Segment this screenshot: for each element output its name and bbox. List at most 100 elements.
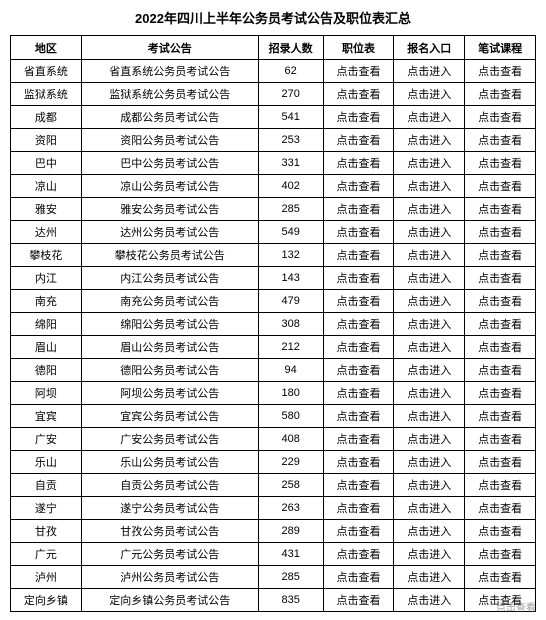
cell-entry-link[interactable]: 点击进入 <box>394 497 465 520</box>
cell-course-link[interactable]: 点击查看 <box>465 175 536 198</box>
cell-course-link[interactable]: 点击查看 <box>465 290 536 313</box>
cell-region: 凉山 <box>11 175 82 198</box>
cell-course-link[interactable]: 点击查看 <box>465 405 536 428</box>
cell-notice-link[interactable]: 眉山公务员考试公告 <box>81 336 258 359</box>
cell-entry-link[interactable]: 点击进入 <box>394 290 465 313</box>
cell-notice-link[interactable]: 资阳公务员考试公告 <box>81 129 258 152</box>
cell-position-link[interactable]: 点击查看 <box>323 313 394 336</box>
cell-notice-link[interactable]: 绵阳公务员考试公告 <box>81 313 258 336</box>
cell-position-link[interactable]: 点击查看 <box>323 405 394 428</box>
cell-notice-link[interactable]: 内江公务员考试公告 <box>81 267 258 290</box>
cell-course-link[interactable]: 点击查看 <box>465 336 536 359</box>
cell-entry-link[interactable]: 点击进入 <box>394 566 465 589</box>
cell-entry-link[interactable]: 点击进入 <box>394 543 465 566</box>
cell-position-link[interactable]: 点击查看 <box>323 83 394 106</box>
cell-entry-link[interactable]: 点击进入 <box>394 198 465 221</box>
cell-notice-link[interactable]: 省直系统公务员考试公告 <box>81 60 258 83</box>
cell-position-link[interactable]: 点击查看 <box>323 336 394 359</box>
cell-entry-link[interactable]: 点击进入 <box>394 106 465 129</box>
cell-notice-link[interactable]: 达州公务员考试公告 <box>81 221 258 244</box>
cell-course-link[interactable]: 点击查看 <box>465 382 536 405</box>
cell-notice-link[interactable]: 监狱系统公务员考试公告 <box>81 83 258 106</box>
cell-entry-link[interactable]: 点击进入 <box>394 175 465 198</box>
cell-course-link[interactable]: 点击查看 <box>465 244 536 267</box>
cell-course-link[interactable]: 点击查看 <box>465 359 536 382</box>
cell-count: 331 <box>258 152 323 175</box>
cell-position-link[interactable]: 点击查看 <box>323 474 394 497</box>
cell-entry-link[interactable]: 点击进入 <box>394 451 465 474</box>
cell-entry-link[interactable]: 点击进入 <box>394 428 465 451</box>
cell-region: 雅安 <box>11 198 82 221</box>
cell-position-link[interactable]: 点击查看 <box>323 152 394 175</box>
cell-notice-link[interactable]: 定向乡镇公务员考试公告 <box>81 589 258 612</box>
cell-course-link[interactable]: 点击查看 <box>465 198 536 221</box>
cell-course-link[interactable]: 点击查看 <box>465 428 536 451</box>
cell-position-link[interactable]: 点击查看 <box>323 175 394 198</box>
cell-notice-link[interactable]: 巴中公务员考试公告 <box>81 152 258 175</box>
cell-notice-link[interactable]: 成都公务员考试公告 <box>81 106 258 129</box>
cell-course-link[interactable]: 点击查看 <box>465 106 536 129</box>
cell-entry-link[interactable]: 点击进入 <box>394 359 465 382</box>
cell-course-link[interactable]: 点击查看 <box>465 267 536 290</box>
cell-entry-link[interactable]: 点击进入 <box>394 152 465 175</box>
cell-position-link[interactable]: 点击查看 <box>323 290 394 313</box>
cell-notice-link[interactable]: 雅安公务员考试公告 <box>81 198 258 221</box>
cell-position-link[interactable]: 点击查看 <box>323 451 394 474</box>
cell-course-link[interactable]: 点击查看 <box>465 520 536 543</box>
cell-notice-link[interactable]: 德阳公务员考试公告 <box>81 359 258 382</box>
cell-position-link[interactable]: 点击查看 <box>323 267 394 290</box>
cell-notice-link[interactable]: 泸州公务员考试公告 <box>81 566 258 589</box>
cell-notice-link[interactable]: 自贡公务员考试公告 <box>81 474 258 497</box>
cell-course-link[interactable]: 点击查看 <box>465 589 536 612</box>
cell-course-link[interactable]: 点击查看 <box>465 313 536 336</box>
cell-course-link[interactable]: 点击查看 <box>465 566 536 589</box>
cell-position-link[interactable]: 点击查看 <box>323 198 394 221</box>
cell-position-link[interactable]: 点击查看 <box>323 129 394 152</box>
cell-course-link[interactable]: 点击查看 <box>465 451 536 474</box>
cell-entry-link[interactable]: 点击进入 <box>394 474 465 497</box>
cell-entry-link[interactable]: 点击进入 <box>394 267 465 290</box>
cell-notice-link[interactable]: 南充公务员考试公告 <box>81 290 258 313</box>
cell-position-link[interactable]: 点击查看 <box>323 428 394 451</box>
cell-position-link[interactable]: 点击查看 <box>323 106 394 129</box>
cell-entry-link[interactable]: 点击进入 <box>394 520 465 543</box>
cell-notice-link[interactable]: 甘孜公务员考试公告 <box>81 520 258 543</box>
cell-entry-link[interactable]: 点击进入 <box>394 589 465 612</box>
cell-entry-link[interactable]: 点击进入 <box>394 60 465 83</box>
cell-course-link[interactable]: 点击查看 <box>465 497 536 520</box>
cell-entry-link[interactable]: 点击进入 <box>394 405 465 428</box>
cell-position-link[interactable]: 点击查看 <box>323 221 394 244</box>
cell-position-link[interactable]: 点击查看 <box>323 382 394 405</box>
cell-entry-link[interactable]: 点击进入 <box>394 244 465 267</box>
cell-position-link[interactable]: 点击查看 <box>323 566 394 589</box>
cell-notice-link[interactable]: 遂宁公务员考试公告 <box>81 497 258 520</box>
cell-position-link[interactable]: 点击查看 <box>323 589 394 612</box>
cell-course-link[interactable]: 点击查看 <box>465 221 536 244</box>
cell-entry-link[interactable]: 点击进入 <box>394 83 465 106</box>
cell-position-link[interactable]: 点击查看 <box>323 543 394 566</box>
cell-position-link[interactable]: 点击查看 <box>323 60 394 83</box>
cell-entry-link[interactable]: 点击进入 <box>394 382 465 405</box>
cell-entry-link[interactable]: 点击进入 <box>394 336 465 359</box>
cell-course-link[interactable]: 点击查看 <box>465 60 536 83</box>
cell-notice-link[interactable]: 广元公务员考试公告 <box>81 543 258 566</box>
cell-notice-link[interactable]: 阿坝公务员考试公告 <box>81 382 258 405</box>
cell-notice-link[interactable]: 宜宾公务员考试公告 <box>81 405 258 428</box>
cell-entry-link[interactable]: 点击进入 <box>394 129 465 152</box>
cell-notice-link[interactable]: 攀枝花公务员考试公告 <box>81 244 258 267</box>
cell-entry-link[interactable]: 点击进入 <box>394 221 465 244</box>
cell-position-link[interactable]: 点击查看 <box>323 359 394 382</box>
cell-position-link[interactable]: 点击查看 <box>323 520 394 543</box>
cell-notice-link[interactable]: 乐山公务员考试公告 <box>81 451 258 474</box>
cell-notice-link[interactable]: 凉山公务员考试公告 <box>81 175 258 198</box>
cell-course-link[interactable]: 点击查看 <box>465 152 536 175</box>
cell-entry-link[interactable]: 点击进入 <box>394 313 465 336</box>
cell-notice-link[interactable]: 广安公务员考试公告 <box>81 428 258 451</box>
cell-course-link[interactable]: 点击查看 <box>465 543 536 566</box>
cell-course-link[interactable]: 点击查看 <box>465 83 536 106</box>
cell-position-link[interactable]: 点击查看 <box>323 244 394 267</box>
cell-course-link[interactable]: 点击查看 <box>465 474 536 497</box>
header-position: 职位表 <box>323 36 394 60</box>
cell-course-link[interactable]: 点击查看 <box>465 129 536 152</box>
cell-position-link[interactable]: 点击查看 <box>323 497 394 520</box>
